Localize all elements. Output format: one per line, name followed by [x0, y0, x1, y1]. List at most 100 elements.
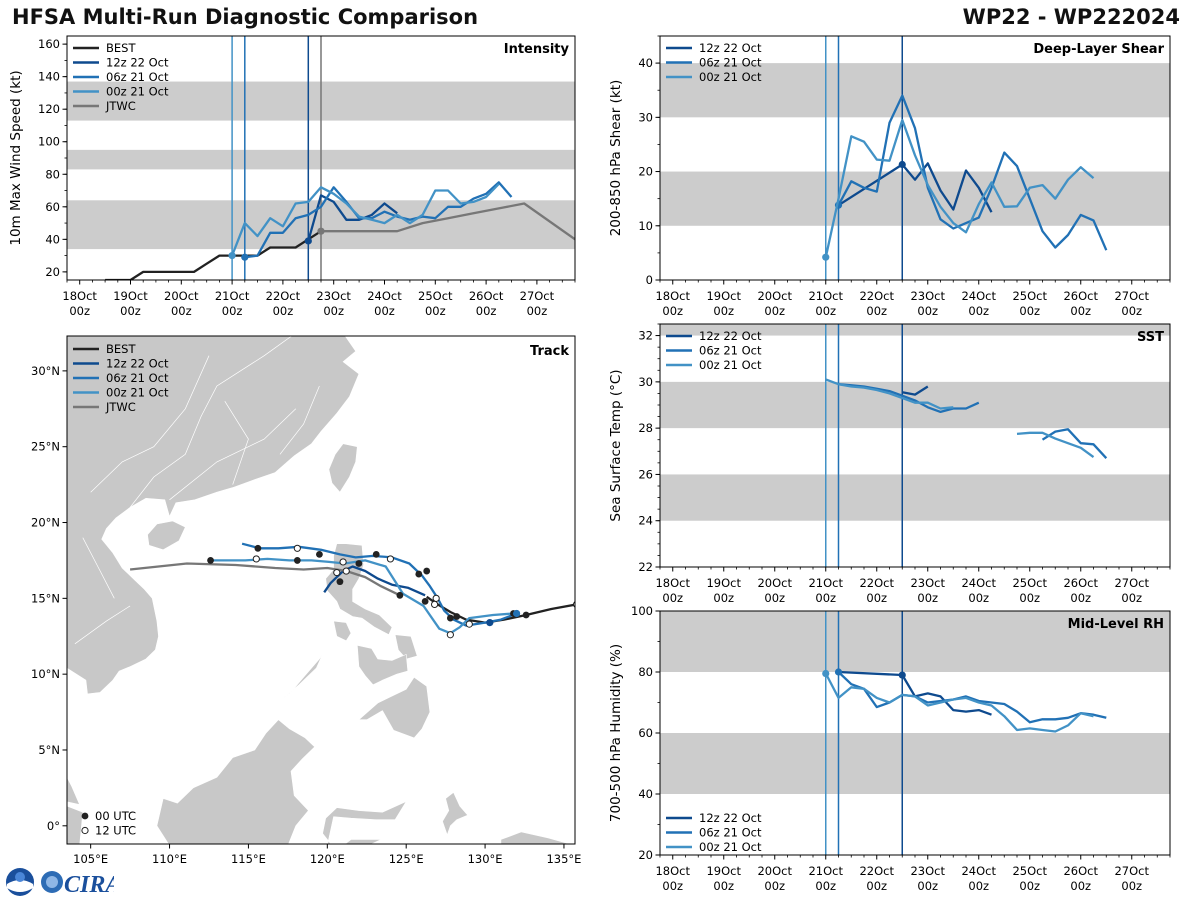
track-panel: 105°E 110°E 115°E 120°E 125°E 130°E 135°E 0° 5°N…	[31, 335, 581, 866]
intensity-ytick-label: 160	[38, 37, 60, 51]
rh-ytick-label: 100	[631, 604, 653, 618]
shear-xtick-label: 21Oct 00z	[808, 289, 843, 318]
intensity-ytick-label: 20	[45, 265, 60, 279]
sst-xtick-label: 22Oct 00z	[859, 576, 894, 605]
sst-xtick-label: 19Oct 00z	[706, 576, 741, 605]
intensity-series-best	[105, 230, 322, 280]
sst-series-00z-21-oct-seg1	[1016, 431, 1095, 459]
track-point-00utc-best	[453, 613, 461, 620]
shear-xtick-label: 18Oct 00z	[655, 289, 690, 318]
land-sumatra-tip	[67, 805, 84, 844]
track-xtick-label: 105°E	[73, 852, 108, 866]
track-point-00utc-06z-21-oct	[254, 544, 262, 552]
rh-panel-title: Mid-Level RH	[1068, 617, 1164, 632]
rh-series-06z-21-oct	[837, 671, 1107, 724]
track-point-12utc-best	[572, 601, 575, 608]
land-samar	[394, 634, 418, 660]
track-legend-label-06z-21-oct: 06z 21 Oct	[106, 371, 169, 385]
marker-legend-label-12-utc: 12 UTC	[95, 824, 136, 838]
track-point-00utc-06z-21-oct	[316, 550, 323, 558]
shear-xtick-label: 25Oct 00z	[1012, 289, 1047, 318]
track-ytick-label: 20°N	[31, 516, 60, 530]
sst-xtick-label: 23Oct 00z	[910, 576, 945, 605]
intensity-legend-label-06z-21-oct: 06z 21 Oct	[106, 70, 169, 84]
intensity-plot-area	[67, 36, 575, 280]
track-point-00utc-06z-21-oct	[372, 550, 380, 558]
sst-band-0	[660, 474, 1170, 521]
shear-xtick-label: 20Oct 00z	[757, 289, 792, 318]
shear-point-12z-22-oct	[898, 160, 906, 169]
track-point-00utc-jtwc	[396, 591, 404, 599]
intensity-ytick-label: 40	[45, 232, 60, 246]
sst-series-00z-21-oct-seg0	[825, 378, 954, 410]
track-line-12z-22-oct	[323, 565, 426, 597]
rh-legend-label-00z-21-oct: 00z 21 Oct	[699, 840, 762, 854]
rh-xtick-label: 27Oct 00z	[1114, 864, 1149, 893]
land-palawan	[282, 654, 323, 699]
rh-legend-label-06z-21-oct: 06z 21 Oct	[699, 826, 762, 840]
rh-xtick-label: 19Oct 00z	[706, 864, 741, 893]
province-border	[129, 336, 293, 508]
intensity-ytick-label: 60	[45, 200, 60, 214]
track-point-00utc-00z-21-oct	[293, 557, 301, 564]
track-ytick-label: 5°N	[38, 743, 60, 757]
shear-xtick-label: 23Oct 00z	[910, 289, 945, 318]
rh-plot-area	[660, 611, 1170, 855]
shear-ytick-label: 30	[638, 110, 653, 124]
track-point-00utc-best	[522, 611, 530, 619]
track-ytick-label: 30°N	[31, 364, 60, 378]
sst-xtick-label: 27Oct 00z	[1114, 576, 1149, 605]
figure-title: HFSA Multi-Run Diagnostic Comparison	[12, 5, 479, 29]
marker-legend-12utc	[81, 826, 89, 835]
rh-xtick-label: 23Oct 00z	[910, 864, 945, 893]
shear-panel: 0 10 20 30 40 18Oct 00z 19Oct 00z 20Oct 00z 21Oct 00…	[608, 35, 1171, 318]
sst-ytick-label: 26	[638, 467, 653, 481]
cira-emblem-icon	[41, 871, 63, 893]
track-xtick-label: 130°E	[468, 852, 503, 866]
sst-ytick-label: 24	[638, 514, 653, 528]
track-ytick-label: 15°N	[31, 591, 60, 605]
shear-series-00z-21-oct	[824, 118, 1095, 258]
track-point-12utc-00z-21-oct	[432, 594, 440, 602]
track-legend-label-jtwc: JTWC	[105, 400, 136, 414]
rh-xtick-label: 26Oct 00z	[1063, 864, 1098, 893]
sst-xtick-label: 26Oct 00z	[1063, 576, 1098, 605]
land-mindoro	[333, 620, 352, 642]
shear-xtick-label: 27Oct 00z	[1114, 289, 1149, 318]
rh-point-12z-22-oct	[898, 671, 906, 679]
intensity-ytick-label: 100	[38, 135, 60, 149]
track-point-12utc-06z-21-oct	[339, 558, 347, 566]
track-legend-label-00z-21-oct: 00z 21 Oct	[106, 386, 169, 400]
track-point-00utc-06z-21-oct	[423, 567, 431, 575]
sst-plot-area	[660, 324, 1170, 567]
track-point-00utc-12z-22-oct	[355, 560, 363, 567]
intensity-xtick-label: 25Oct 00z	[418, 289, 453, 318]
province-border	[279, 385, 320, 455]
shear-ytick-label: 40	[638, 56, 653, 70]
track-point-12utc-00z-21-oct	[386, 555, 395, 563]
land-sulawesi	[322, 800, 407, 844]
intensity-series-00z-21-oct	[231, 183, 500, 257]
sst-series-06z-21-oct-seg1	[1041, 428, 1108, 459]
track-point-12utc-00z-21-oct	[252, 555, 260, 563]
track-point-00utc-00z-21-oct	[207, 557, 214, 564]
intensity-point-12z-22-oct	[304, 237, 312, 245]
intensity-xtick-label: 19Oct 00z	[113, 289, 148, 318]
track-point-12utc-06z-21-oct	[293, 544, 301, 552]
cira-logo: CIRA	[6, 868, 114, 898]
sst-xtick-label: 24Oct 00z	[961, 576, 996, 605]
rh-series-12z-22-oct	[838, 670, 992, 716]
shear-xtick-label: 26Oct 00z	[1063, 289, 1098, 318]
shear-xtick-label: 24Oct 00z	[961, 289, 996, 318]
rh-ylabel: 700-500 hPa Humidity (%)	[608, 644, 624, 822]
rh-point-06z-21-oct	[834, 668, 843, 676]
track-xtick-label: 110°E	[152, 852, 187, 866]
storm-id: WP22 - WP222024	[962, 5, 1180, 29]
intensity-point-jtwc	[317, 227, 325, 235]
province-border	[90, 355, 210, 493]
rh-panel: 20 40 60 80 100 18Oct 00z 19Oct 00z 20Oct 00z 21Oct…	[608, 604, 1171, 893]
intensity-point-06z-21-oct	[241, 253, 249, 261]
sst-legend-label-00z-21-oct: 00z 21 Oct	[699, 358, 762, 372]
track-point-12utc-12z-22-oct	[333, 568, 341, 577]
track-xtick-label: 120°E	[310, 852, 345, 866]
